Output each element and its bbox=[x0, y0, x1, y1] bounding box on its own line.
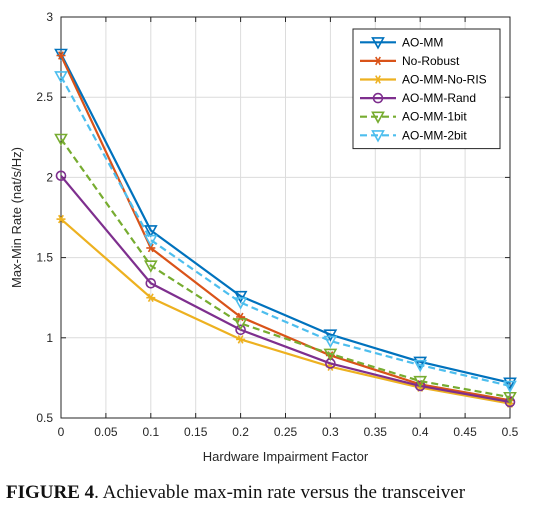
y-tick-label: 1 bbox=[46, 331, 53, 345]
data-point bbox=[413, 375, 428, 389]
marker-stroke bbox=[375, 56, 381, 66]
legend-item: AO-MM-2bit bbox=[360, 128, 467, 143]
series-ao-mm-2bit bbox=[54, 71, 517, 394]
data-point bbox=[413, 359, 428, 373]
marker-stroke bbox=[375, 75, 381, 84]
x-tick-label: 0.1 bbox=[142, 425, 159, 439]
legend-marker bbox=[372, 92, 384, 104]
legend-label: AO-MM-1bit bbox=[402, 110, 467, 124]
legend-marker bbox=[373, 56, 383, 66]
data-point bbox=[56, 51, 66, 60]
x-tick-label: 0.15 bbox=[184, 425, 208, 439]
legend-label: AO-MM-No-RIS bbox=[402, 73, 487, 87]
data-point bbox=[143, 225, 158, 238]
x-tick-label: 0 bbox=[58, 425, 65, 439]
caption-label: FIGURE 4 bbox=[6, 482, 95, 503]
marker-stroke bbox=[147, 243, 154, 253]
data-point bbox=[503, 380, 517, 394]
data-point bbox=[236, 335, 246, 344]
legend-label: No-Robust bbox=[402, 54, 460, 68]
data-point bbox=[235, 324, 246, 336]
line-chart: 0 0.05 0.1 0.15 0.2 0.25 0.3 0.35 0.4 0.45 0.5 0.5 1… bbox=[9, 10, 519, 464]
data-point bbox=[146, 293, 156, 302]
legend-box bbox=[352, 28, 501, 150]
series-ao-mm bbox=[54, 48, 517, 390]
legend-item: AO-MM-No-RIS bbox=[360, 73, 487, 87]
data-point bbox=[54, 71, 68, 84]
series-line bbox=[60, 138, 511, 399]
data-point bbox=[55, 170, 67, 182]
data-point bbox=[323, 329, 338, 342]
series-line bbox=[60, 75, 511, 387]
legend-marker bbox=[373, 75, 383, 84]
marker-stroke bbox=[147, 293, 154, 302]
data-point bbox=[143, 260, 158, 273]
data-point bbox=[503, 377, 517, 390]
data-point bbox=[143, 234, 158, 248]
data-point bbox=[323, 348, 338, 361]
legend: AO-MM No-Robust AO-MM-No-RIS AO-MM-Rand AO-M… bbox=[352, 28, 501, 150]
caption-text: . Achievable max-min rate versus the tra… bbox=[94, 482, 466, 503]
y-tick-label: 0.5 bbox=[36, 411, 53, 425]
data-point bbox=[146, 243, 156, 253]
series-line bbox=[60, 53, 511, 384]
data-point bbox=[233, 318, 248, 331]
legend-label: AO-MM-Rand bbox=[402, 91, 476, 105]
x-tick-label: 0.05 bbox=[94, 425, 118, 439]
legend-label: AO-MM-2bit bbox=[402, 128, 467, 142]
marker-stroke bbox=[237, 335, 244, 344]
marker-stroke bbox=[58, 214, 64, 224]
series-line bbox=[60, 175, 511, 404]
axes: 0 0.05 0.1 0.15 0.2 0.25 0.3 0.35 0.4 0.45 0.5 0.5 1… bbox=[36, 10, 518, 439]
data-point bbox=[413, 356, 428, 370]
series-group bbox=[54, 48, 517, 408]
data-point bbox=[56, 214, 66, 224]
legend-item: No-Robust bbox=[360, 54, 460, 68]
data-point bbox=[504, 396, 516, 408]
legend-marker bbox=[371, 37, 385, 50]
data-point bbox=[233, 290, 248, 304]
y-tick-label: 2.5 bbox=[36, 90, 53, 104]
y-tick-label: 1.5 bbox=[36, 251, 53, 265]
x-tick-label: 0.2 bbox=[232, 425, 249, 439]
legend-marker bbox=[371, 111, 385, 124]
series-line bbox=[60, 55, 511, 402]
x-tick-label: 0.25 bbox=[274, 425, 298, 439]
series-ao-mm-1bit bbox=[54, 133, 517, 405]
plot-frame bbox=[60, 16, 511, 419]
x-axis-label: Hardware Impairment Factor bbox=[203, 449, 369, 464]
data-point bbox=[414, 380, 426, 392]
figure-caption: FIGURE 4. Achievable max-min rate versus… bbox=[6, 481, 534, 505]
y-tick-label: 2 bbox=[46, 170, 53, 184]
legend-marker bbox=[371, 130, 385, 143]
x-tick-label: 0.4 bbox=[412, 425, 429, 439]
legend-item: AO-MM-1bit bbox=[360, 110, 467, 124]
chart: 0 0.05 0.1 0.15 0.2 0.25 0.3 0.35 0.4 0.45 0.5 0.5 1… bbox=[9, 10, 519, 464]
data-point bbox=[145, 277, 157, 289]
legend-item: AO-MM bbox=[360, 35, 443, 50]
marker-stroke bbox=[58, 51, 64, 60]
x-tick-label: 0.5 bbox=[502, 425, 519, 439]
x-tick-label: 0.3 bbox=[322, 425, 339, 439]
data-point bbox=[233, 297, 248, 310]
y-tick-label: 3 bbox=[46, 10, 53, 24]
data-point bbox=[323, 335, 338, 349]
series-line bbox=[60, 218, 511, 405]
data-point bbox=[54, 133, 68, 147]
y-axis-label: Max-Min Rate (nat/s/Hz) bbox=[9, 147, 24, 288]
data-point bbox=[54, 48, 68, 62]
x-tick-label: 0.45 bbox=[453, 425, 477, 439]
x-tick-label: 0.35 bbox=[364, 425, 388, 439]
legend-item: AO-MM-Rand bbox=[360, 91, 476, 105]
legend-label: AO-MM bbox=[402, 35, 443, 49]
